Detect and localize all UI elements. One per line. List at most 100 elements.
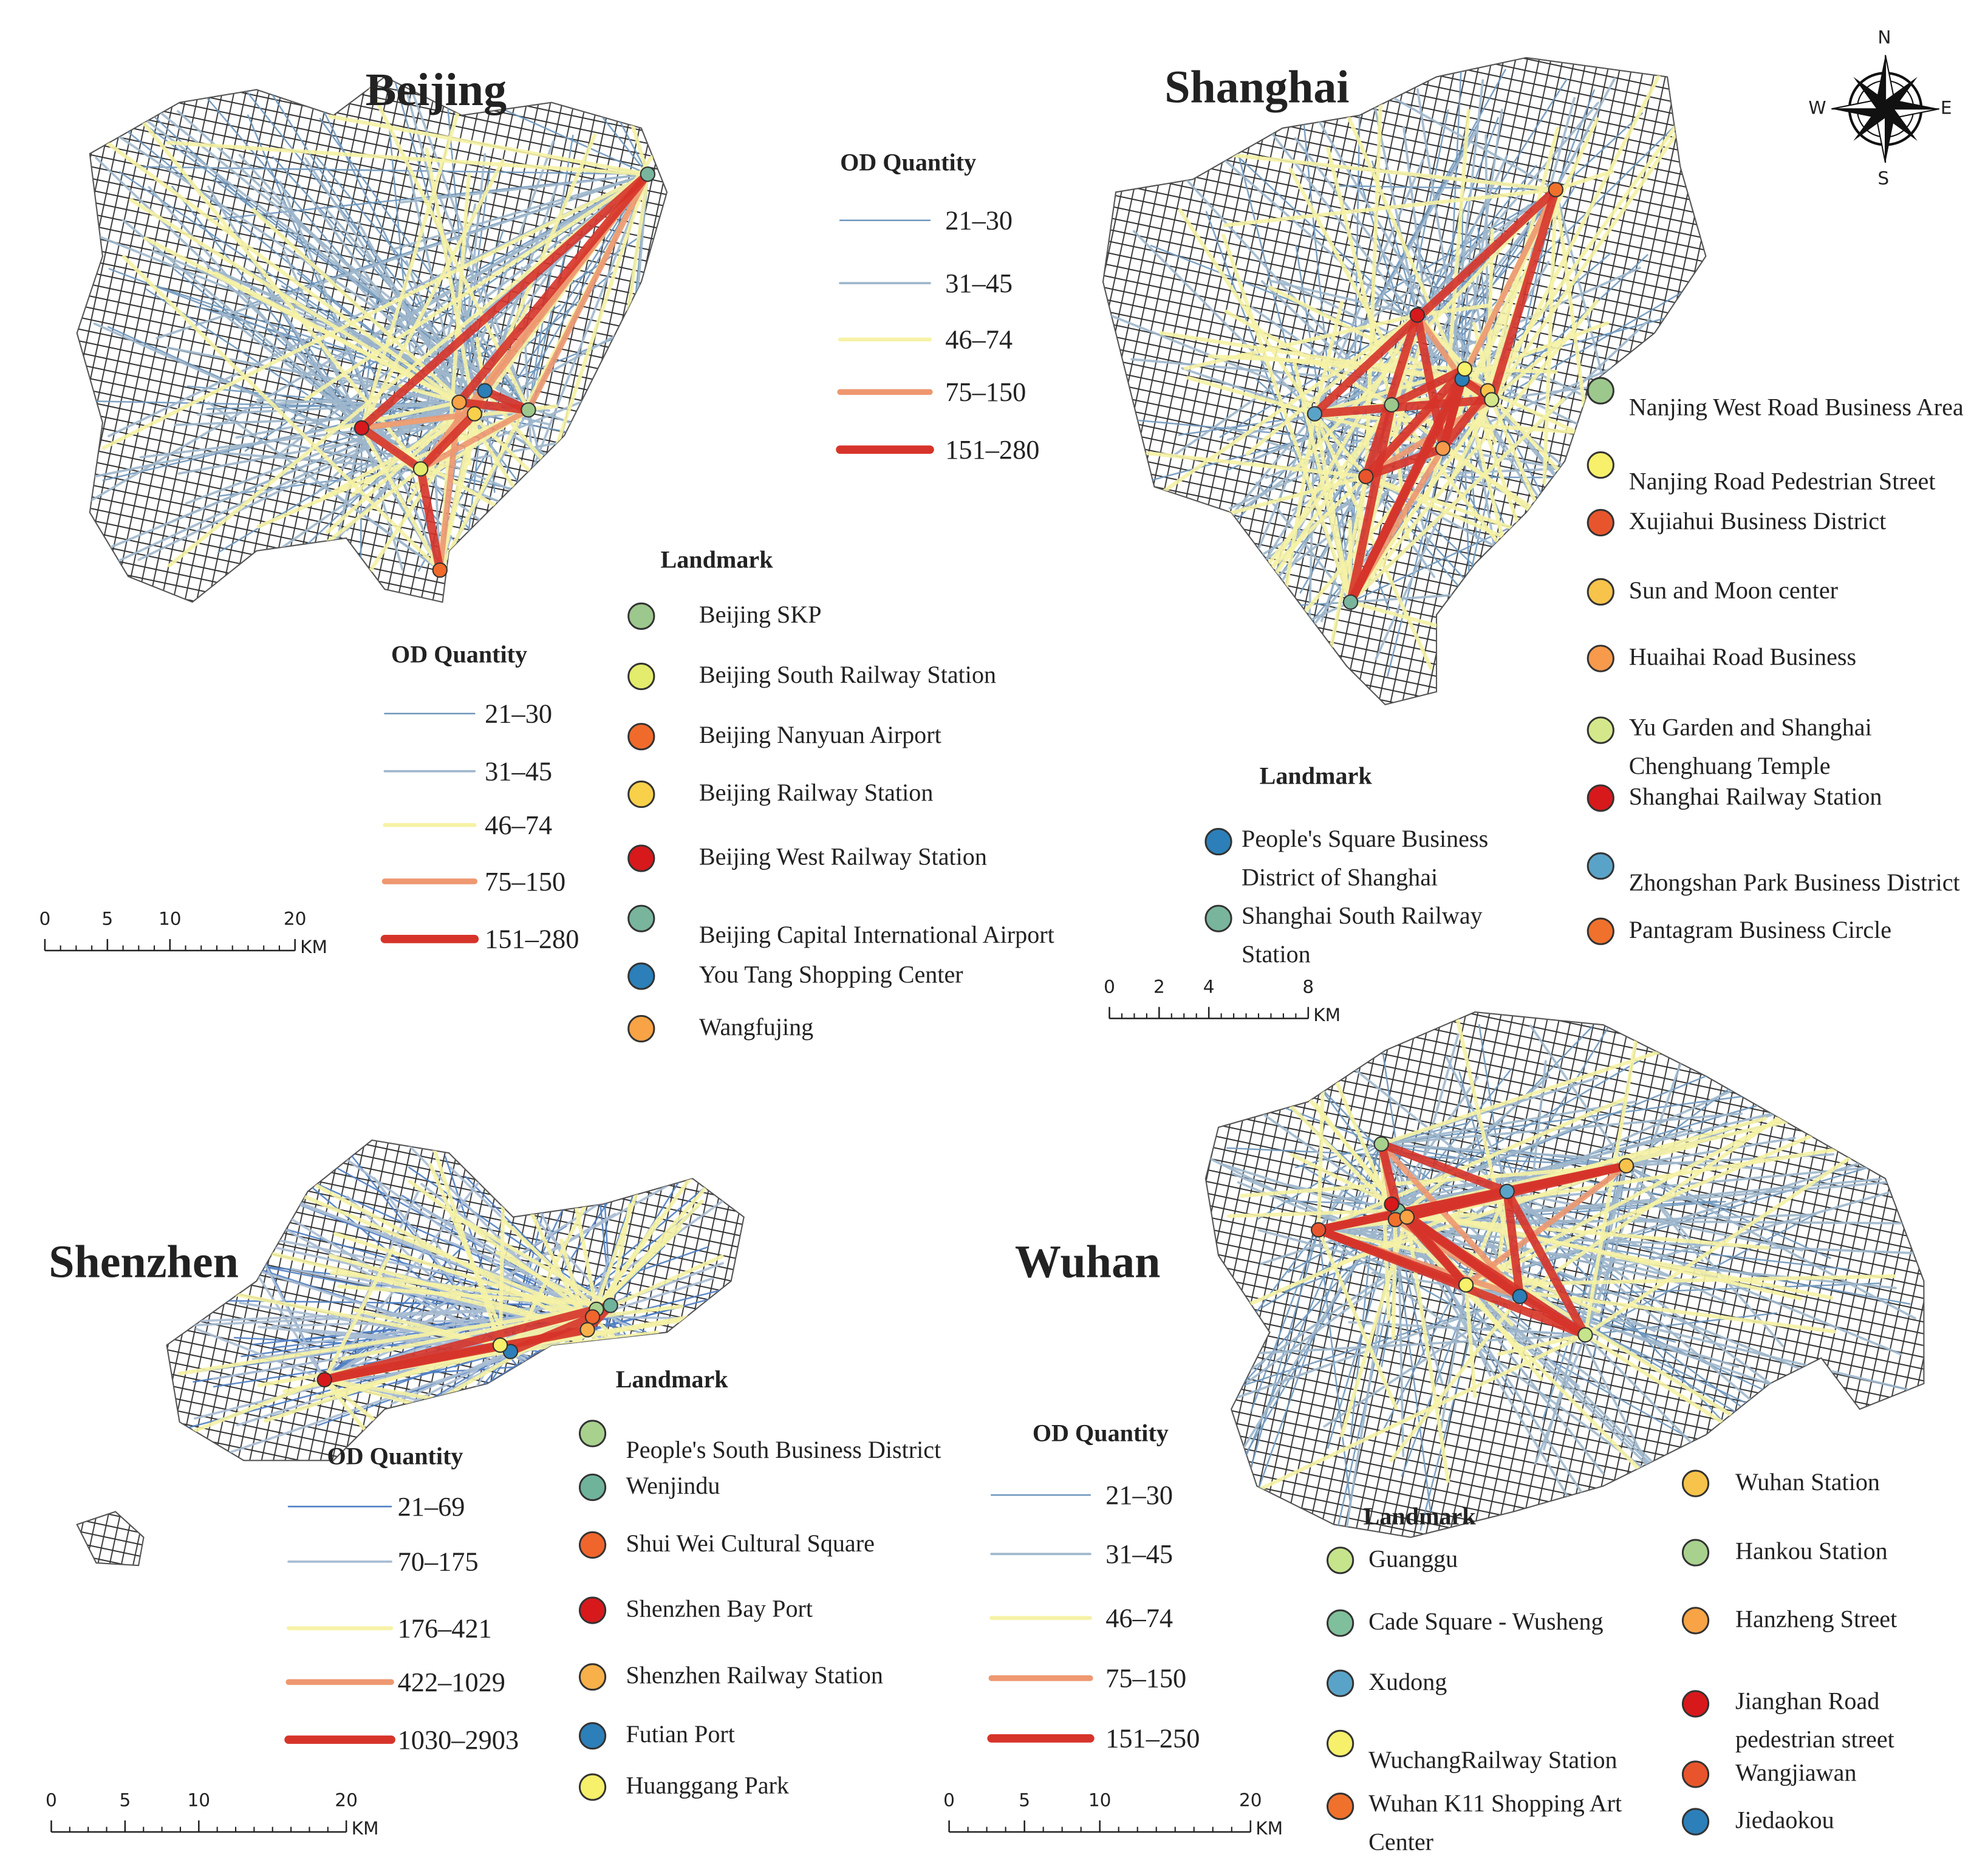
landmark-label: Nanjing West Road Business Area — [1628, 394, 1964, 422]
landmark-label: Jianghan Road pedestrian street — [1735, 1688, 1894, 1754]
od-flow — [185, 389, 487, 505]
od-flow — [357, 423, 425, 473]
landmark-marker — [1587, 451, 1614, 479]
od-flow — [1327, 474, 1368, 657]
compass-rose — [1831, 55, 1939, 163]
scale-tick-label: 5 — [101, 909, 114, 931]
landmark-point — [1499, 1183, 1515, 1200]
landmark-marker — [578, 1722, 607, 1750]
landmark-point — [1618, 1158, 1634, 1174]
od-flows — [77, 77, 660, 601]
od-flow — [1227, 1208, 1400, 1219]
landmark-label: Shenzhen Railway Station — [626, 1663, 883, 1690]
scale-tick-label: 5 — [1019, 1791, 1031, 1812]
landmark-marker — [1204, 904, 1232, 932]
scale-tick-label: 0 — [46, 1791, 57, 1812]
od-flow — [1361, 364, 1469, 481]
landmark-marker — [578, 1473, 607, 1502]
od-flow — [108, 268, 460, 403]
landmark-label: Beijing Railway Station — [699, 780, 934, 807]
landmark-label: Sun and Moon center — [1628, 578, 1839, 605]
od-flow — [1338, 1164, 1628, 1265]
od-flow — [437, 194, 530, 411]
landmark-label: Huanggang Park — [626, 1772, 789, 1800]
od-flow — [1316, 1096, 1628, 1232]
od-legend-label: 21–69 — [397, 1491, 465, 1522]
landmark-point — [1311, 1222, 1327, 1238]
od-flow — [226, 1300, 612, 1307]
od-legend-title: OD Quantity — [327, 1443, 463, 1471]
od-flow — [328, 1254, 590, 1332]
landmark-title: Landmark — [1259, 763, 1372, 791]
landmark-label: Wangfujing — [699, 1014, 814, 1042]
scale-tick-label: 0 — [943, 1791, 955, 1812]
panel-title: Wuhan — [1014, 1236, 1161, 1288]
od-flow — [358, 411, 478, 431]
landmark-marker — [1587, 784, 1614, 812]
od-flow — [1379, 1039, 1695, 1146]
od-legend-label: 21–30 — [485, 698, 553, 730]
landmark-label: Shenzhen Bay Port — [626, 1596, 813, 1624]
landmark-point — [477, 383, 493, 398]
scale-tick-label: 20 — [283, 909, 307, 931]
landmark-marker — [1681, 1808, 1710, 1836]
od-flow — [251, 208, 477, 416]
od-flow — [590, 1164, 727, 1319]
landmark-point — [603, 1297, 618, 1313]
od-legend-label: 46–74 — [1105, 1602, 1173, 1633]
od-flow — [1310, 185, 1560, 419]
od-flow — [594, 1215, 661, 1311]
landmark-title: Landmark — [615, 1367, 728, 1394]
landmark-point — [1384, 397, 1399, 413]
landmark-point — [451, 394, 467, 410]
od-flow — [1186, 375, 1317, 416]
od-flow — [315, 480, 442, 572]
landmark-label: Xujiahui Business District — [1628, 508, 1887, 536]
landmark-marker — [578, 1420, 607, 1448]
od-flow — [328, 114, 650, 176]
od-legend-label: 31–45 — [485, 756, 553, 787]
od-legend-label: 21–30 — [945, 205, 1013, 236]
od-legend-label: 75–150 — [945, 377, 1026, 408]
scale-tick-label: 20 — [335, 1791, 358, 1812]
scale-tick-label: 10 — [1088, 1791, 1112, 1812]
od-flow — [360, 159, 505, 430]
od-flow — [1346, 400, 1396, 607]
landmark-label: Beijing Capital International Airport — [699, 922, 1054, 949]
landmark-label: Shanghai South Railway Station — [1242, 903, 1483, 969]
od-flow — [1146, 451, 1368, 479]
od-flow — [321, 108, 476, 415]
od-flow — [1249, 1333, 1588, 1496]
od-flow — [513, 173, 649, 516]
od-flow — [185, 1283, 502, 1347]
landmark-title: Landmark — [1363, 1503, 1476, 1531]
od-flow — [324, 400, 462, 433]
od-flow — [502, 1219, 599, 1311]
landmark-marker — [1587, 578, 1614, 606]
od-legend-title: OD Quantity — [391, 641, 528, 669]
od-flow — [594, 106, 649, 176]
scale-tick-label: 10 — [158, 909, 182, 931]
od-legend-label: 422–1029 — [397, 1666, 505, 1698]
od-flow — [417, 407, 531, 472]
scale-tick-label: 5 — [119, 1791, 131, 1812]
landmark-label: Zhongshan Park Business District — [1628, 870, 1960, 897]
landmark-point — [1307, 406, 1323, 422]
od-flow — [1314, 1225, 1471, 1290]
od-legend-label: 1030–2903 — [397, 1724, 519, 1755]
od-flow — [360, 91, 466, 430]
landmark-marker — [1327, 1793, 1354, 1820]
od-flow — [256, 408, 531, 529]
landmark-marker — [1587, 377, 1614, 405]
landmark-label: Beijing West Railway Station — [699, 844, 987, 872]
od-flow — [416, 409, 479, 473]
od-flow — [1221, 233, 1353, 604]
landmark-point — [1409, 307, 1425, 323]
od-flow — [1542, 187, 1558, 485]
od-flow — [1223, 187, 1558, 228]
od-flow — [416, 465, 445, 575]
scale-tick-label: 4 — [1203, 977, 1215, 998]
landmark-marker — [1587, 716, 1614, 744]
landmark-point — [1435, 440, 1451, 456]
